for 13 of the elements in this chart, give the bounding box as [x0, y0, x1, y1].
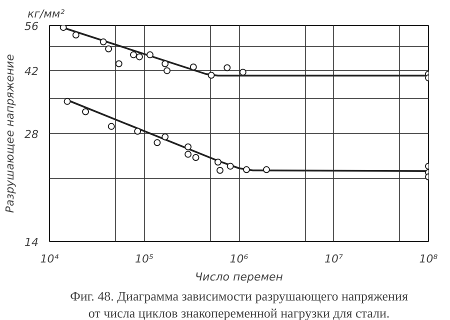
x-axis-title: Число перемен — [195, 270, 283, 284]
y-tick-label: 28 — [24, 128, 39, 141]
x-tick-label: 10⁴ — [40, 252, 60, 266]
y-tick-label: 14 — [24, 236, 39, 249]
y-tick-label: 42 — [24, 64, 39, 78]
x-tick-label: 10⁷ — [324, 252, 344, 266]
x-tick-label: 10⁵ — [135, 252, 154, 266]
text: Фиг. 48. Диаграмма зависимости разрушающего напряжения от числа циклов знакопеременной нагрузки для стали. — [70, 288, 408, 320]
text: кг/мм² — [28, 8, 66, 20]
x-tick-label: 10⁸ — [419, 252, 438, 266]
y-axis-title: Разрушающее напряжение — [4, 54, 17, 213]
y-tick-label: 56 — [24, 20, 39, 33]
x-tick-label: 10⁶ — [230, 252, 249, 266]
